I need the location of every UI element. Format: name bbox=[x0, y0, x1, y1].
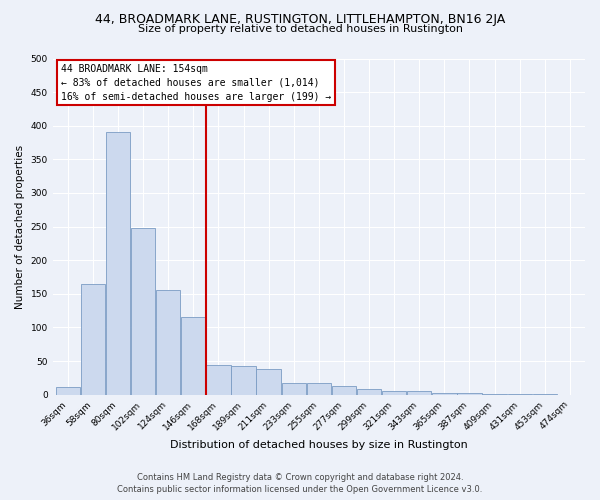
Bar bbox=[382, 392, 406, 394]
Bar bbox=[232, 366, 256, 394]
Bar bbox=[407, 392, 431, 394]
Text: 44, BROADMARK LANE, RUSTINGTON, LITTLEHAMPTON, BN16 2JA: 44, BROADMARK LANE, RUSTINGTON, LITTLEHA… bbox=[95, 12, 505, 26]
Bar bbox=[56, 386, 80, 394]
Bar bbox=[206, 365, 230, 394]
X-axis label: Distribution of detached houses by size in Rustington: Distribution of detached houses by size … bbox=[170, 440, 468, 450]
Bar bbox=[181, 318, 205, 394]
Bar bbox=[281, 384, 306, 394]
Bar bbox=[256, 369, 281, 394]
Bar bbox=[106, 132, 130, 394]
Text: 44 BROADMARK LANE: 154sqm
← 83% of detached houses are smaller (1,014)
16% of se: 44 BROADMARK LANE: 154sqm ← 83% of detac… bbox=[61, 64, 331, 102]
Text: Contains HM Land Registry data © Crown copyright and database right 2024.
Contai: Contains HM Land Registry data © Crown c… bbox=[118, 472, 482, 494]
Bar bbox=[332, 386, 356, 394]
Bar bbox=[357, 388, 381, 394]
Bar bbox=[307, 384, 331, 394]
Text: Size of property relative to detached houses in Rustington: Size of property relative to detached ho… bbox=[137, 24, 463, 34]
Bar bbox=[80, 284, 105, 395]
Y-axis label: Number of detached properties: Number of detached properties bbox=[15, 144, 25, 308]
Bar bbox=[131, 228, 155, 394]
Bar bbox=[432, 392, 457, 394]
Bar bbox=[156, 290, 181, 395]
